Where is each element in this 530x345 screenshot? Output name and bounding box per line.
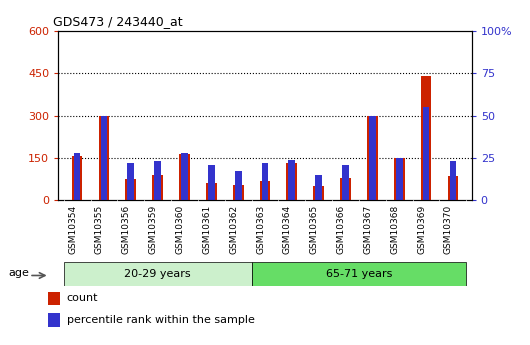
Text: GSM10369: GSM10369 <box>417 205 426 254</box>
Bar <box>235 171 242 200</box>
Text: GSM10364: GSM10364 <box>283 205 292 254</box>
Text: GDS473 / 243440_at: GDS473 / 243440_at <box>53 14 183 28</box>
Bar <box>126 179 136 200</box>
Text: age: age <box>8 268 30 278</box>
Bar <box>101 116 107 200</box>
Bar <box>74 153 81 200</box>
Bar <box>288 159 295 200</box>
Bar <box>287 162 297 200</box>
Text: 20-29 years: 20-29 years <box>125 269 191 279</box>
Bar <box>206 183 217 200</box>
Text: GSM10362: GSM10362 <box>229 205 238 254</box>
Text: GSM10366: GSM10366 <box>337 205 346 254</box>
Bar <box>447 176 458 200</box>
Bar <box>313 186 324 200</box>
Bar <box>394 158 404 200</box>
Bar <box>99 116 109 200</box>
Bar <box>423 107 429 200</box>
Text: GSM10356: GSM10356 <box>122 205 131 254</box>
Text: GSM10354: GSM10354 <box>68 205 77 254</box>
Text: GSM10363: GSM10363 <box>256 205 265 254</box>
Text: GSM10361: GSM10361 <box>202 205 211 254</box>
Text: GSM10359: GSM10359 <box>148 205 157 254</box>
Bar <box>152 175 163 200</box>
Bar <box>72 156 83 200</box>
Bar <box>48 313 60 327</box>
Bar <box>421 76 431 200</box>
Bar <box>342 165 349 200</box>
Bar <box>233 185 243 200</box>
Bar <box>367 116 378 200</box>
Text: GSM10368: GSM10368 <box>390 205 399 254</box>
Text: GSM10360: GSM10360 <box>175 205 184 254</box>
Text: percentile rank within the sample: percentile rank within the sample <box>67 315 254 325</box>
Bar <box>315 175 322 200</box>
Bar <box>208 165 215 200</box>
Bar <box>127 163 134 200</box>
Bar <box>260 181 270 200</box>
Text: GSM10365: GSM10365 <box>310 205 319 254</box>
Bar <box>179 155 190 200</box>
Bar <box>48 292 60 305</box>
Bar <box>64 262 252 286</box>
Bar <box>181 153 188 200</box>
Text: GSM10355: GSM10355 <box>95 205 104 254</box>
Bar <box>396 158 403 200</box>
Text: 65-71 years: 65-71 years <box>326 269 392 279</box>
Bar <box>449 161 456 200</box>
Bar <box>262 163 268 200</box>
Text: count: count <box>67 294 98 304</box>
Text: GSM10370: GSM10370 <box>444 205 453 254</box>
Text: GSM10367: GSM10367 <box>364 205 373 254</box>
Bar <box>369 116 376 200</box>
Bar <box>252 262 466 286</box>
Bar <box>340 178 351 200</box>
Bar <box>154 161 161 200</box>
